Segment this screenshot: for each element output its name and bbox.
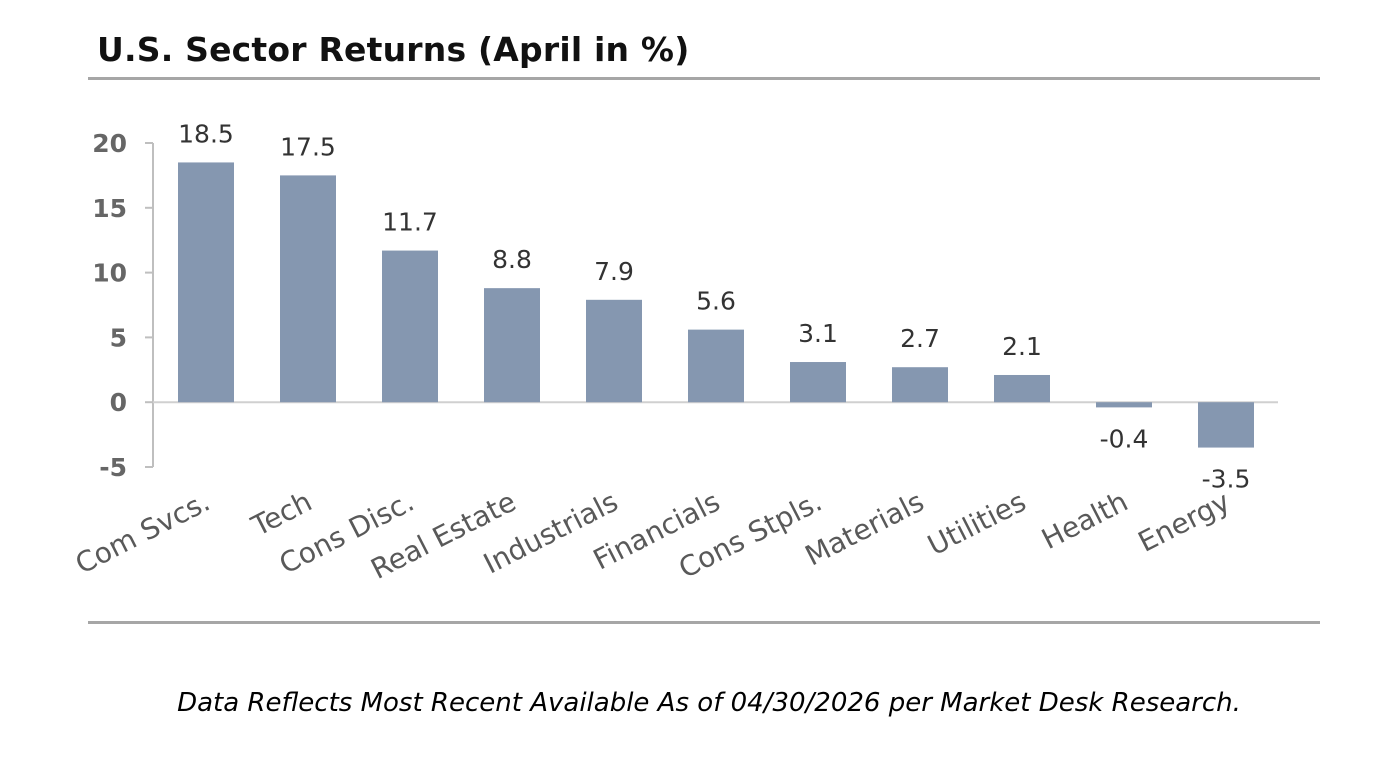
data-label: 7.9 (594, 257, 634, 286)
footnote: Data Reflects Most Recent Available As o… (177, 688, 1241, 718)
data-label: 17.5 (280, 132, 336, 161)
bar (994, 374, 1050, 403)
bar (382, 250, 438, 403)
data-label: 8.8 (492, 245, 532, 274)
data-label: -3.5 (1202, 465, 1251, 494)
bar (280, 175, 336, 403)
chart-axes (152, 143, 1278, 467)
bottom-divider (88, 621, 1320, 624)
y-tick-label: -5 (99, 453, 127, 482)
bar (790, 362, 846, 403)
x-category-label: Com Svcs. (70, 485, 215, 581)
bar (688, 329, 744, 403)
x-category-label: Energy (1133, 485, 1235, 559)
x-category-label: Utilities (922, 485, 1031, 562)
title-divider (88, 77, 1320, 80)
data-label: 3.1 (798, 319, 838, 348)
data-label: 18.5 (178, 119, 234, 148)
bar (484, 288, 540, 403)
chart-title: U.S. Sector Returns (April in %) (97, 30, 690, 69)
bars (178, 162, 1254, 448)
data-label: 5.6 (696, 287, 736, 316)
y-tick-label: 15 (92, 194, 127, 223)
y-tick-label: 10 (92, 259, 127, 288)
bar (1096, 402, 1152, 408)
bar (892, 367, 948, 403)
data-label: 2.1 (1002, 332, 1042, 361)
y-tick-label: 20 (92, 129, 127, 158)
x-category-label: Materials (800, 485, 929, 573)
data-label: 2.7 (900, 324, 940, 353)
bar (586, 299, 642, 403)
x-category-label: Health (1036, 485, 1133, 556)
data-label: -0.4 (1100, 424, 1149, 453)
bar (178, 162, 234, 403)
bar (1198, 402, 1254, 448)
data-label: 11.7 (382, 208, 438, 237)
y-axis-ticks: 20 15 10 5 0 -5 (92, 129, 153, 482)
y-tick-label: 0 (110, 388, 127, 417)
y-tick-label: 5 (110, 323, 127, 352)
data-labels: 18.5 17.5 11.7 8.8 7.9 5.6 3.1 2.7 2.1 -0.4 -3.5 (178, 119, 1250, 493)
